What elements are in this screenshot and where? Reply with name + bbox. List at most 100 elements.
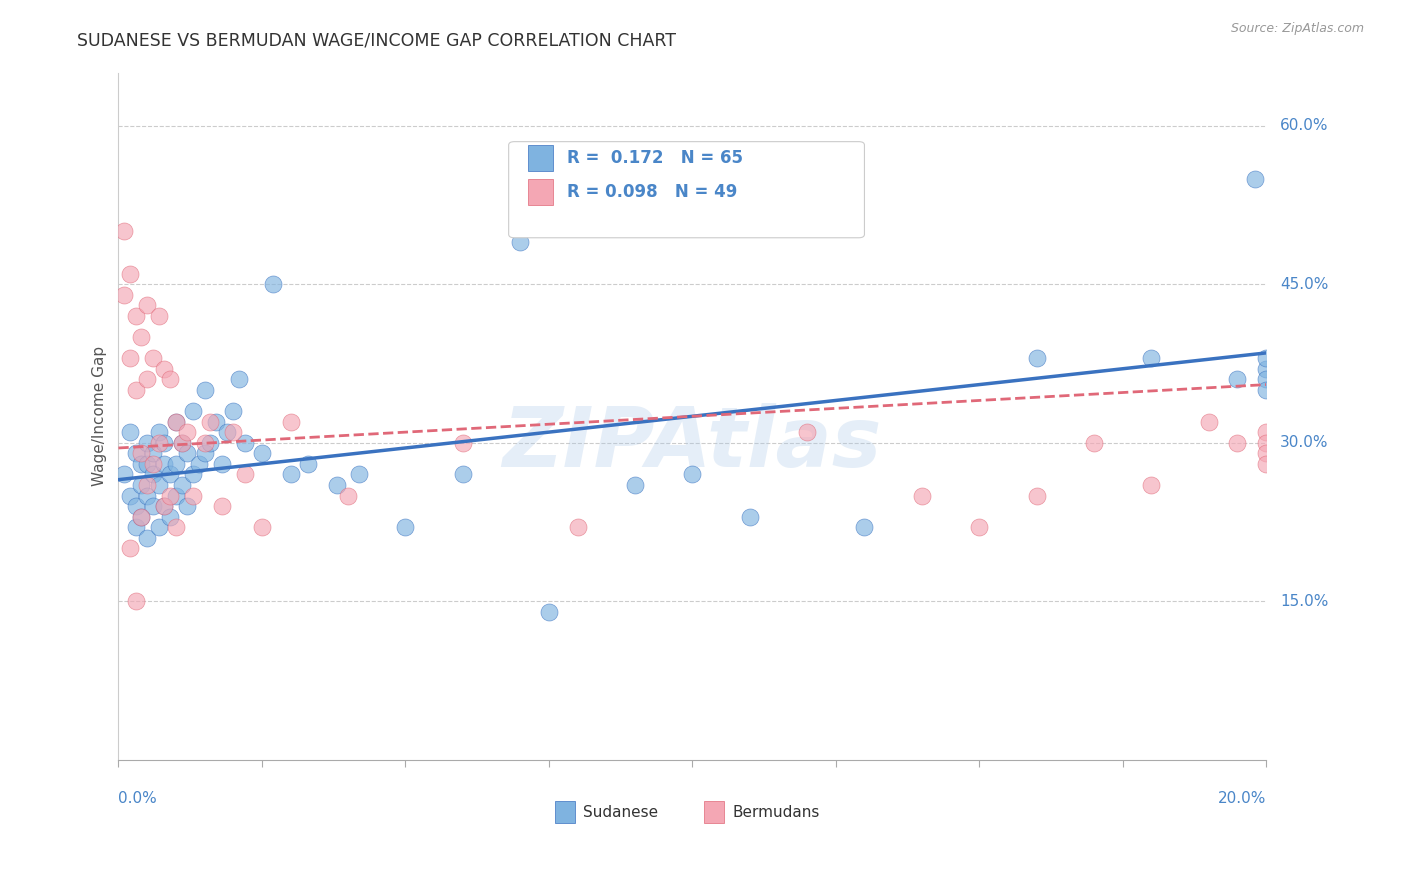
Bermudans bbox=[1140, 478, 1163, 492]
Sudanese bbox=[1025, 351, 1047, 366]
Bermudans bbox=[124, 383, 146, 397]
Bermudans bbox=[148, 309, 170, 323]
Sudanese bbox=[124, 520, 146, 534]
Sudanese bbox=[136, 457, 159, 471]
Bar bbox=[529, 145, 554, 171]
Bermudans bbox=[181, 489, 204, 503]
Bermudans bbox=[131, 330, 153, 344]
Sudanese bbox=[176, 446, 198, 460]
Sudanese bbox=[222, 404, 245, 418]
Text: R = 0.098   N = 49: R = 0.098 N = 49 bbox=[567, 184, 738, 202]
Sudanese bbox=[738, 509, 761, 524]
Sudanese bbox=[233, 435, 256, 450]
Bar bbox=[704, 802, 724, 823]
Text: 20.0%: 20.0% bbox=[1218, 790, 1267, 805]
Bermudans bbox=[176, 425, 198, 439]
Bermudans bbox=[131, 446, 153, 460]
Sudanese bbox=[136, 531, 159, 545]
Bermudans bbox=[124, 309, 146, 323]
Sudanese bbox=[118, 489, 141, 503]
Text: R =  0.172   N = 65: R = 0.172 N = 65 bbox=[567, 149, 744, 167]
Sudanese bbox=[148, 425, 170, 439]
Bermudans bbox=[118, 541, 141, 556]
Bermudans bbox=[222, 425, 245, 439]
Text: 45.0%: 45.0% bbox=[1279, 277, 1329, 292]
Bermudans bbox=[1226, 435, 1249, 450]
Sudanese bbox=[349, 467, 371, 482]
Bermudans bbox=[1256, 435, 1278, 450]
Sudanese bbox=[153, 499, 176, 513]
Sudanese bbox=[280, 467, 302, 482]
Bermudans bbox=[193, 435, 215, 450]
Bermudans bbox=[148, 435, 170, 450]
Sudanese bbox=[681, 467, 703, 482]
Sudanese bbox=[181, 404, 204, 418]
Sudanese bbox=[181, 467, 204, 482]
Sudanese bbox=[165, 457, 187, 471]
Bermudans bbox=[567, 520, 589, 534]
Sudanese bbox=[136, 489, 159, 503]
Sudanese bbox=[200, 435, 222, 450]
Y-axis label: Wage/Income Gap: Wage/Income Gap bbox=[93, 346, 107, 486]
Text: Bermudans: Bermudans bbox=[733, 805, 820, 820]
Bermudans bbox=[159, 489, 181, 503]
Sudanese bbox=[142, 499, 165, 513]
Sudanese bbox=[131, 478, 153, 492]
Bermudans bbox=[280, 415, 302, 429]
Sudanese bbox=[228, 372, 250, 386]
Sudanese bbox=[131, 457, 153, 471]
Text: Sudanese: Sudanese bbox=[583, 805, 658, 820]
Bermudans bbox=[1256, 457, 1278, 471]
Bermudans bbox=[159, 372, 181, 386]
Sudanese bbox=[153, 435, 176, 450]
Sudanese bbox=[170, 478, 193, 492]
Sudanese bbox=[853, 520, 876, 534]
Bermudans bbox=[136, 372, 159, 386]
Bermudans bbox=[233, 467, 256, 482]
Bermudans bbox=[118, 267, 141, 281]
Sudanese bbox=[509, 235, 531, 249]
Bermudans bbox=[967, 520, 990, 534]
Bermudans bbox=[131, 509, 153, 524]
Sudanese bbox=[148, 520, 170, 534]
Sudanese bbox=[211, 457, 233, 471]
Sudanese bbox=[153, 457, 176, 471]
Sudanese bbox=[112, 467, 135, 482]
Bermudans bbox=[796, 425, 818, 439]
Sudanese bbox=[176, 499, 198, 513]
Bermudans bbox=[165, 520, 187, 534]
Bermudans bbox=[336, 489, 359, 503]
Text: ZIPAtlas: ZIPAtlas bbox=[502, 403, 882, 484]
Sudanese bbox=[159, 509, 181, 524]
Sudanese bbox=[142, 467, 165, 482]
Bermudans bbox=[1198, 415, 1220, 429]
Text: SUDANESE VS BERMUDAN WAGE/INCOME GAP CORRELATION CHART: SUDANESE VS BERMUDAN WAGE/INCOME GAP COR… bbox=[77, 31, 676, 49]
Sudanese bbox=[148, 478, 170, 492]
Sudanese bbox=[262, 277, 284, 292]
Sudanese bbox=[124, 446, 146, 460]
Bermudans bbox=[153, 499, 176, 513]
Bar bbox=[529, 179, 554, 205]
Sudanese bbox=[193, 446, 215, 460]
Sudanese bbox=[131, 509, 153, 524]
Bermudans bbox=[1256, 446, 1278, 460]
Sudanese bbox=[170, 435, 193, 450]
Bermudans bbox=[250, 520, 273, 534]
Sudanese bbox=[537, 605, 560, 619]
Sudanese bbox=[124, 499, 146, 513]
Bermudans bbox=[124, 594, 146, 608]
Bermudans bbox=[165, 415, 187, 429]
Sudanese bbox=[1243, 171, 1265, 186]
Bermudans bbox=[118, 351, 141, 366]
Sudanese bbox=[165, 415, 187, 429]
Sudanese bbox=[1256, 383, 1278, 397]
Bermudans bbox=[211, 499, 233, 513]
Bermudans bbox=[136, 478, 159, 492]
Sudanese bbox=[624, 478, 647, 492]
Sudanese bbox=[165, 489, 187, 503]
Text: 15.0%: 15.0% bbox=[1279, 594, 1329, 608]
Bermudans bbox=[142, 351, 165, 366]
Sudanese bbox=[325, 478, 347, 492]
Sudanese bbox=[118, 425, 141, 439]
Bermudans bbox=[112, 288, 135, 302]
